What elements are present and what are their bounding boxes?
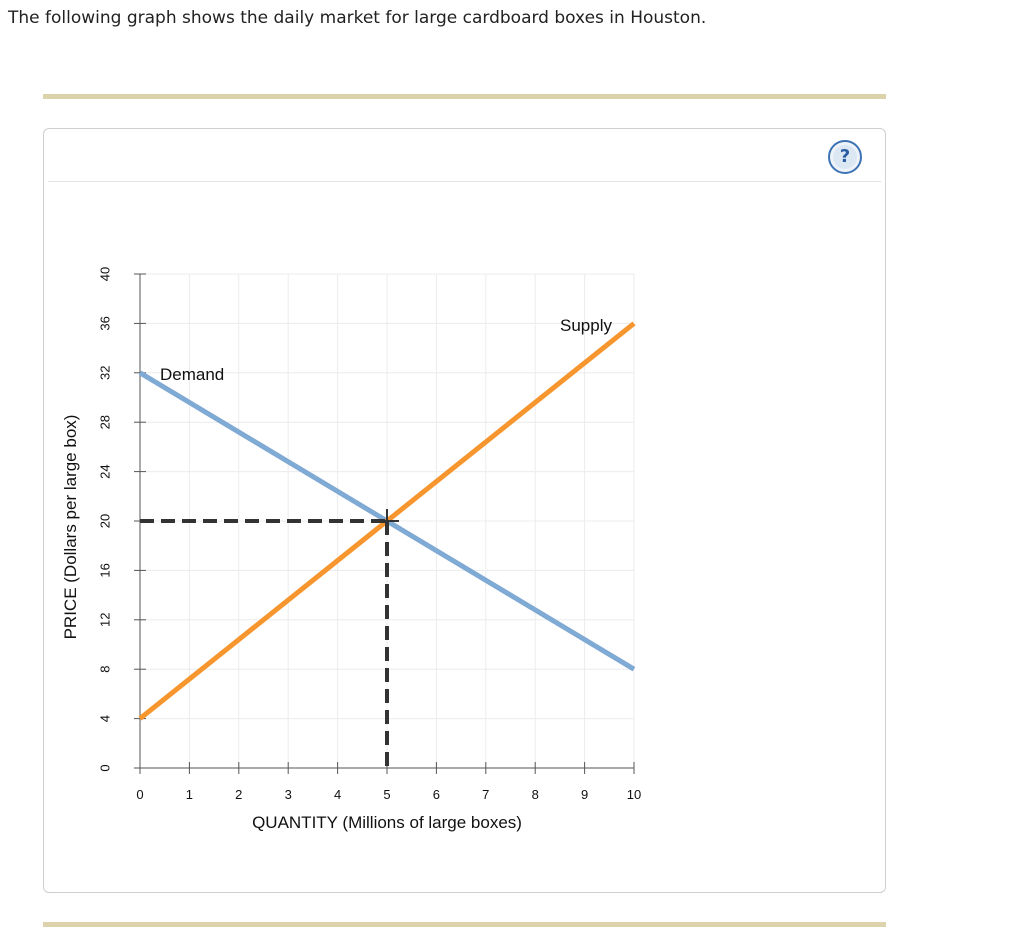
x-tick-label-2: 2 [235,787,242,802]
x-tick-label-1: 1 [186,787,193,802]
y-tick-label-0: 0 [98,764,113,771]
y-tick-label-5: 20 [98,514,113,528]
y-tick-label-7: 28 [98,415,113,429]
y-tick-label-10: 40 [98,267,113,281]
y-tick-label-8: 32 [98,366,113,380]
bottom-divider [43,922,886,927]
equilibrium-guides [140,509,399,768]
y-axis-title: PRICE (Dollars per large box) [61,415,80,640]
y-tick-label-9: 36 [98,316,113,330]
x-tick-label-8: 8 [532,787,539,802]
x-tick-label-7: 7 [482,787,489,802]
help-icon: ? [833,145,857,169]
supply-label: Supply [560,316,612,335]
y-tick-label-3: 12 [98,613,113,627]
question-text: The following graph shows the daily mark… [8,8,707,28]
x-tick-label-4: 4 [334,787,341,802]
y-tick-label-1: 4 [98,715,113,722]
panel-header-divider [48,181,881,182]
x-tick-label-3: 3 [285,787,292,802]
y-tick-label-4: 16 [98,563,113,577]
graph-panel: ? [43,128,886,893]
x-axis-title: QUANTITY (Millions of large boxes) [252,813,522,832]
x-tick-label-10: 10 [627,787,641,802]
help-button[interactable]: ? [828,140,862,174]
x-tick-label-5: 5 [383,787,390,802]
chart-labels: PRICE (Dollars per large box) QUANTITY (… [61,316,612,832]
y-tick-label-6: 24 [98,464,113,478]
x-tick-label-6: 6 [433,787,440,802]
x-tick-label-0: 0 [136,787,143,802]
y-tick-label-2: 8 [98,666,113,673]
x-tick-label-9: 9 [581,787,588,802]
top-divider [43,94,886,99]
demand-label: Demand [160,365,224,384]
